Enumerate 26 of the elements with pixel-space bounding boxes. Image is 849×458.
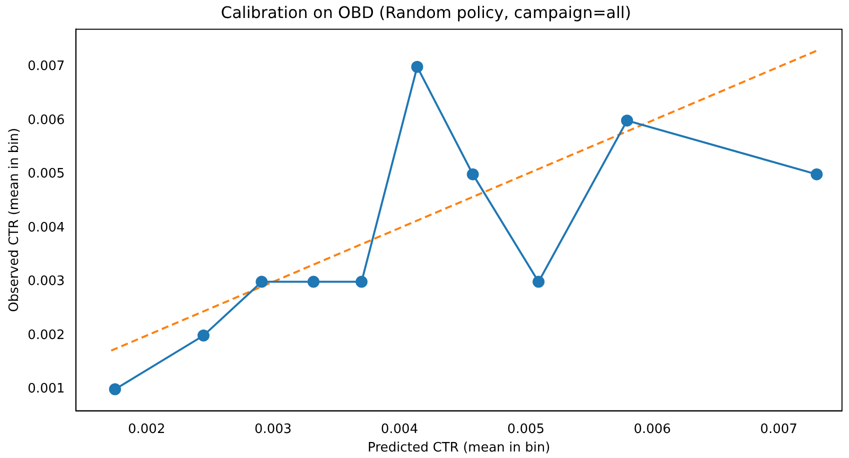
y-tick-label: 0.001 <box>28 382 65 397</box>
x-tick-label: 0.007 <box>760 422 798 437</box>
point <box>356 276 368 288</box>
x-tick-label: 0.003 <box>254 422 292 437</box>
point <box>621 114 634 127</box>
point <box>466 168 479 180</box>
point <box>308 276 320 288</box>
y-tick-label: 0.003 <box>28 274 65 290</box>
point <box>411 60 424 73</box>
y-tick-label: 0.007 <box>28 59 65 74</box>
y-tick-label: 0.006 <box>28 112 65 128</box>
point <box>256 276 268 288</box>
point <box>810 168 823 180</box>
y-tick-label: 0.005 <box>28 166 65 182</box>
x-tick-label: 0.004 <box>380 422 418 437</box>
x-axis-title: Predicted CTR (mean in bin) <box>368 440 550 456</box>
x-tick-label: 0.006 <box>634 422 671 437</box>
chart-title: Calibration on OBD (Random policy, campaign=all) <box>220 2 632 22</box>
y-tick-label: 0.002 <box>28 328 65 343</box>
x-tick-label: 0.005 <box>507 422 545 437</box>
y-axis-title: Observed CTR (mean in bin) <box>7 128 22 312</box>
point <box>532 276 545 288</box>
point <box>109 383 122 396</box>
point <box>198 330 210 342</box>
y-tick-label: 0.004 <box>28 220 65 236</box>
x-tick-label: 0.002 <box>128 422 166 437</box>
